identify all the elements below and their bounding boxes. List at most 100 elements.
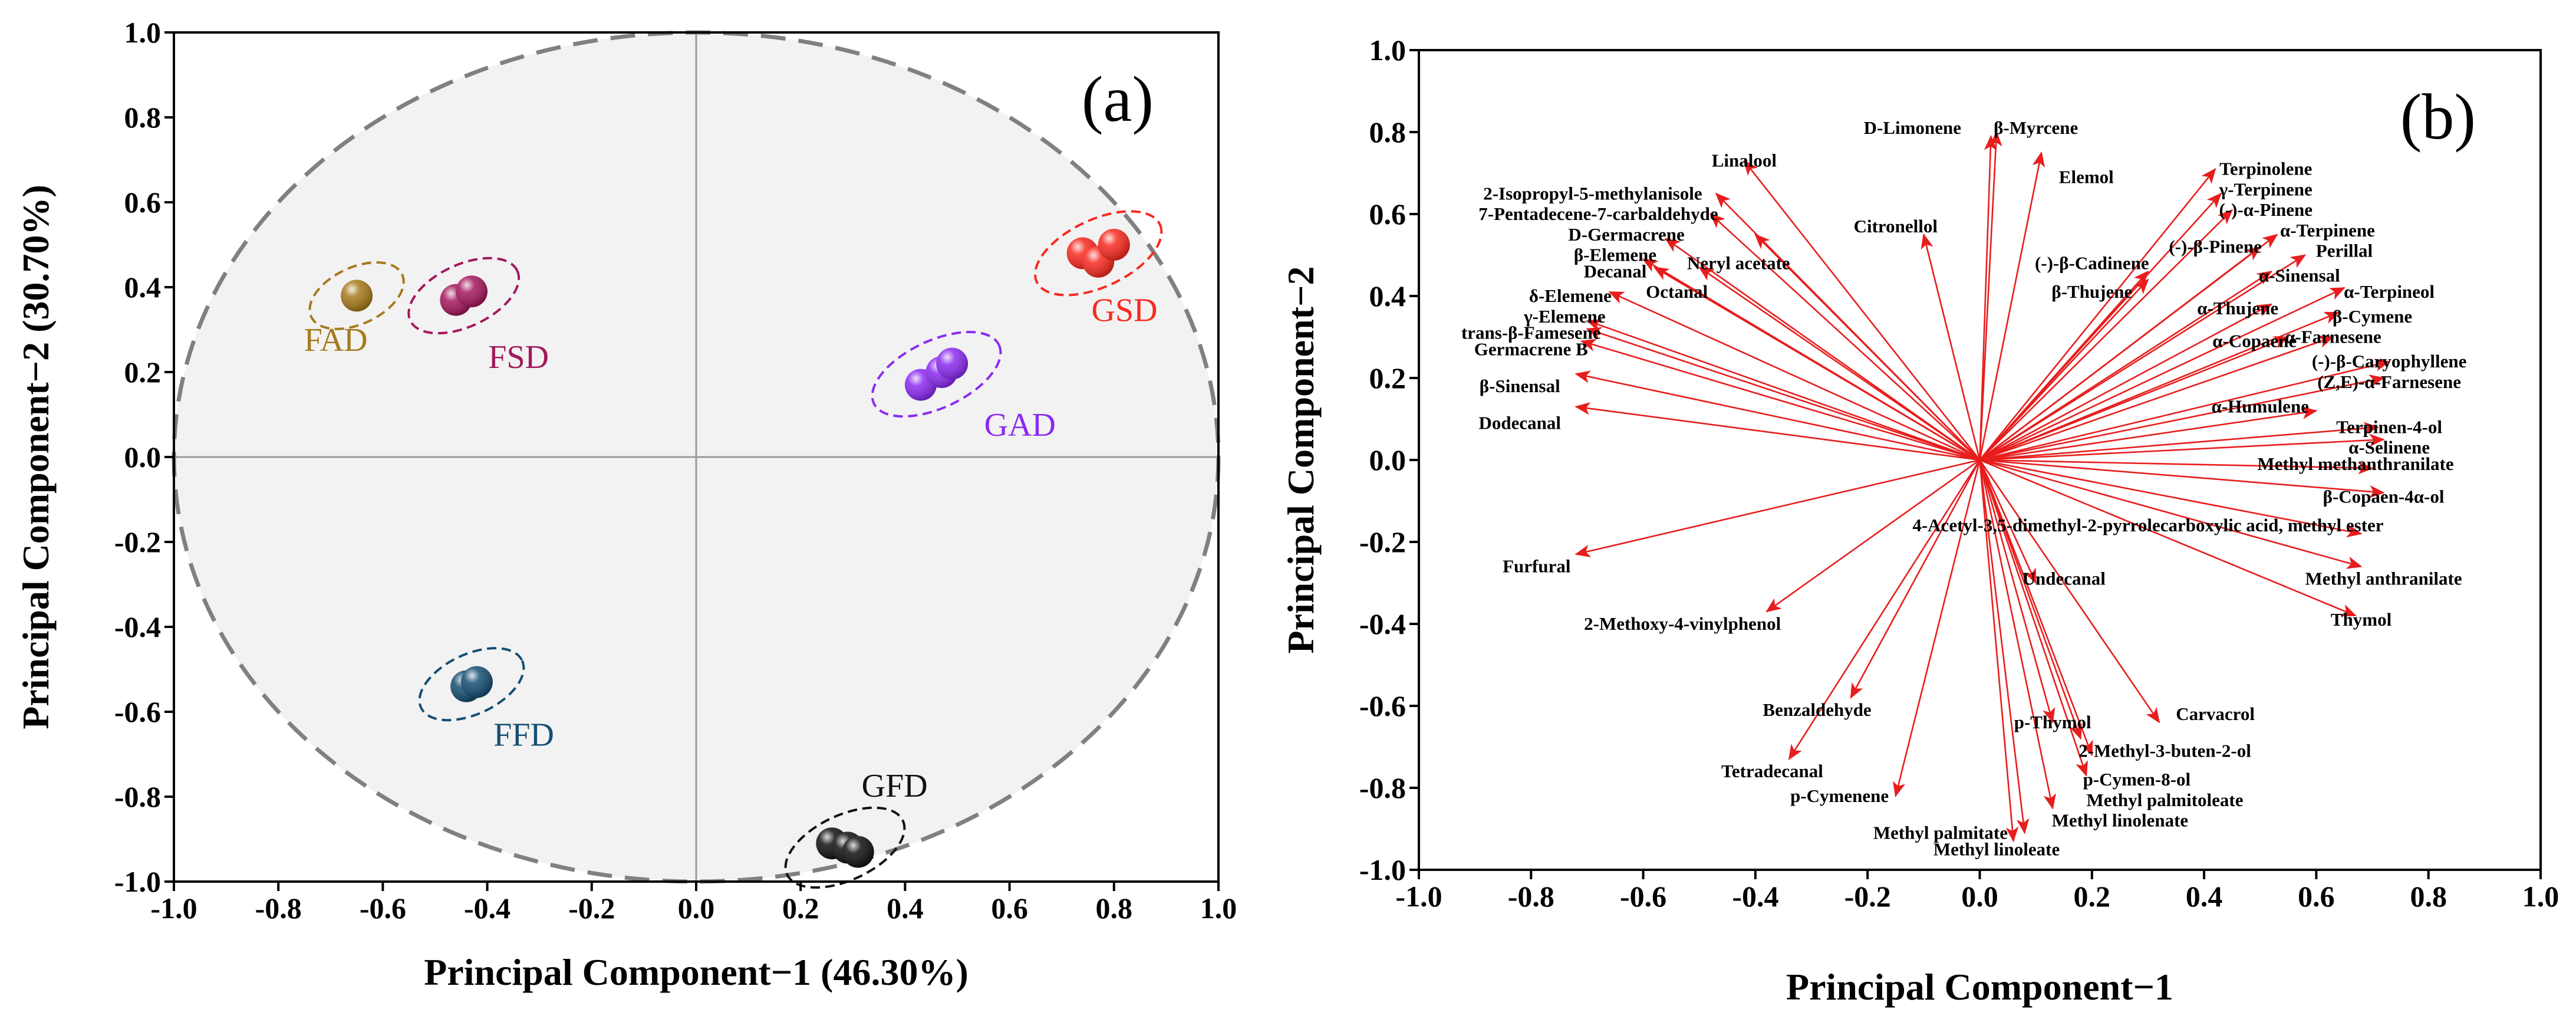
group-label-ffd: FFD <box>493 717 554 754</box>
loading-arrow <box>1979 209 2234 461</box>
loading-label: β-Copaen-4α-ol <box>2323 487 2445 507</box>
loading-arrow <box>1574 370 1980 461</box>
y-axis-ticks: 1.0 0.8 0.6 0.4 0.2 0.0 -0.2 -0.4 -0.6 -0.8 -1.0 <box>114 16 174 898</box>
y-tick-label: 0.2 <box>124 356 162 389</box>
x-tick-label: -0.6 <box>1620 880 1666 913</box>
y-tick-label: -0.6 <box>114 695 161 728</box>
loading-arrow <box>1979 459 2056 810</box>
loading-arrow <box>1580 338 1980 461</box>
y-tick-label: 1.0 <box>1369 34 1406 67</box>
x-tick-label: -0.6 <box>360 892 406 925</box>
group-label-fad: FAD <box>304 322 368 359</box>
loading-arrow <box>1979 359 2391 461</box>
loading-arrow <box>1586 319 1980 461</box>
loading-label: (Z,E)-α-Farnesene <box>2317 372 2461 392</box>
y-tick-label: -0.4 <box>114 610 161 643</box>
loading-label: α-Copaene <box>2212 330 2297 351</box>
group-gad: GAD <box>871 331 1056 443</box>
loading-arrow <box>1979 459 2055 724</box>
group-fad-ellipse <box>308 261 405 330</box>
loading-label: (-)-β-Cadinene <box>2035 252 2149 273</box>
loading-label: 4-Acetyl-3,5-dimethyl-2-pyrrolecarboxyli… <box>1912 515 2383 535</box>
y-tick-label: -0.4 <box>1359 607 1406 640</box>
loading-arrow <box>1979 278 2149 461</box>
y-tick-label: -1.0 <box>1359 853 1406 886</box>
loading-arrow <box>1743 159 1981 461</box>
loading-arrow <box>1979 459 2160 724</box>
score-point-shading <box>936 347 969 380</box>
loading-label: 7-Pentadecene-7-carbaldehyde <box>1478 203 1718 224</box>
panel-b-loading-plot: D-Limonene β-Myrcene Elemol Linalool Citrone… <box>1280 34 2559 1008</box>
loading-label: Neryl acetate <box>1687 252 1790 273</box>
loading-arrow <box>1698 267 1981 461</box>
loading-label: α-Terpinene <box>2280 220 2375 241</box>
loading-label: Decanal <box>1584 261 1647 281</box>
x-tick-label: -0.8 <box>1508 880 1554 913</box>
loading-label: 2-Isopropyl-5-methylanisole <box>1483 183 1702 203</box>
loading-label: Undecanal <box>2022 568 2106 589</box>
loading-label: Citronellol <box>1854 216 1938 236</box>
y-tick-label: -0.8 <box>114 780 161 813</box>
loading-label: Methyl linolenate <box>2052 810 2189 831</box>
loading-label: trans-β-Famesene <box>1461 323 1601 343</box>
x-tick-label: -0.2 <box>568 892 615 925</box>
group-fad: FAD <box>304 261 405 359</box>
loading-arrow <box>1574 459 1980 557</box>
loading-label: p-Cymen-8-ol <box>2083 769 2191 790</box>
loading-label: β-Myrcene <box>1994 117 2078 138</box>
loading-arrow <box>1979 459 2088 777</box>
x-axis-ticks: -1.0 -0.8 -0.6 -0.4 -0.2 0.0 0.2 0.4 0.6 0.8 1.0 <box>1395 870 2559 913</box>
y-tick-label: 0.8 <box>1369 116 1406 149</box>
loading-arrow <box>1979 134 1997 461</box>
y-tick-label: 0.4 <box>124 271 162 304</box>
group-label-gsd: GSD <box>1092 292 1158 329</box>
loading-arrow <box>1979 433 2385 461</box>
group-gsd-ellipse <box>1034 210 1163 297</box>
group-clusters: FAD FSD GSD GAD FFD GFD <box>304 210 1163 889</box>
x-tick-label: 0.6 <box>991 892 1028 925</box>
x-axis-title: Principal Component−1 (46.30%) <box>424 951 969 993</box>
loading-arrow <box>1979 254 2307 461</box>
group-gfd-ellipse <box>784 806 906 889</box>
y-tick-label: -0.8 <box>1359 771 1406 804</box>
loading-arrow <box>1979 246 2261 461</box>
y-tick-label: 0.8 <box>124 101 162 134</box>
x-tick-label: -0.4 <box>1732 880 1778 913</box>
loading-label: (-)-β-Pinene <box>2169 236 2262 257</box>
loading-arrow <box>1979 422 2380 461</box>
loading-arrow <box>1709 213 1981 461</box>
loading-label: Methyl palmitate <box>1873 822 2008 843</box>
group-fsd-ellipse <box>407 257 521 335</box>
loading-label: β-Cymene <box>2333 306 2412 327</box>
loading-labels: D-Limonene β-Myrcene Elemol Linalool Citrone… <box>1461 117 2466 859</box>
x-tick-label: 0.0 <box>1961 880 1998 913</box>
loading-label: α-Humulene <box>2212 396 2309 417</box>
score-point-shading <box>456 275 488 308</box>
y-tick-label: 0.2 <box>1369 361 1406 395</box>
loading-arrow <box>1979 459 2374 475</box>
x-tick-label: 0.2 <box>782 892 819 925</box>
loading-label: (-)-α-Pinene <box>2219 199 2313 220</box>
y-axis-title: Principal Component−2 (30.70%) <box>15 185 57 729</box>
group-label-gad: GAD <box>984 407 1056 443</box>
group-label-gfd: GFD <box>862 768 928 804</box>
loading-label: D-Germacrene <box>1568 224 1684 245</box>
y-axis-ticks: 1.0 0.8 0.6 0.4 0.2 0.0 -0.2 -0.4 -0.6 -0.8 -1.0 <box>1359 34 1419 886</box>
panel-label-b: (b) <box>2400 81 2476 153</box>
group-gad-ellipse <box>871 331 1002 418</box>
loading-label: α-Terpineol <box>2344 281 2435 302</box>
loading-label: Benzaldehyde <box>1763 699 1871 720</box>
loading-label: α-Thujene <box>2197 298 2278 318</box>
x-tick-label: 0.4 <box>2186 880 2223 913</box>
group-gfd: GFD <box>784 768 928 889</box>
y-tick-label: 0.6 <box>1369 198 1406 231</box>
x-tick-label: 0.0 <box>678 892 715 925</box>
loading-arrow <box>1574 402 1980 461</box>
x-tick-label: 0.4 <box>887 892 924 925</box>
x-tick-label: -1.0 <box>1395 880 1442 913</box>
y-axis-title: Principal Component−2 <box>1280 267 1322 654</box>
loading-arrow <box>1788 459 1981 761</box>
group-fsd: FSD <box>407 257 549 376</box>
loading-arrow <box>1850 459 1981 699</box>
